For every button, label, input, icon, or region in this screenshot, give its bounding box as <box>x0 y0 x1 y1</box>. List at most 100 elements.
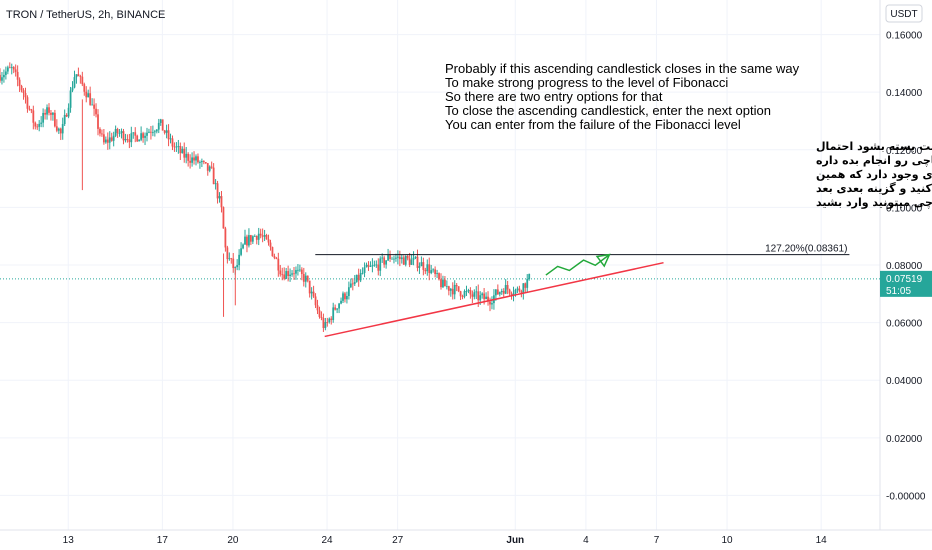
candle-body <box>310 291 313 294</box>
candle-body <box>400 257 403 260</box>
candle-body <box>436 273 438 275</box>
note-line-fa: اگر این کندل صعودی با همین حالت بسته بشو… <box>816 140 932 153</box>
note-line-en: To close the ascending candlestick, ente… <box>445 103 771 118</box>
candle-body <box>18 79 21 86</box>
candle-body <box>3 74 5 78</box>
candle-body <box>524 283 527 288</box>
candle-body <box>140 133 143 140</box>
candle-body <box>491 303 493 305</box>
candle-body <box>387 254 389 261</box>
candle-body <box>202 161 205 163</box>
candle-body <box>359 273 362 281</box>
candle-body <box>306 275 309 281</box>
candle-body <box>385 260 388 265</box>
candle-body <box>402 257 405 265</box>
candle-body <box>134 132 137 136</box>
note-line-fa: اینکه پیشروی قوی تا تراز فیبوناچی رو انج… <box>816 154 932 167</box>
fibonacci-level-label: 127.20%(0.08361) <box>765 244 847 255</box>
candle-body <box>363 267 366 273</box>
candle-body <box>451 288 454 295</box>
candle-body <box>16 71 19 80</box>
persian-annotation[interactable]: اگر این کندل صعودی با همین حالت بسته بشو… <box>816 140 932 209</box>
candle-body <box>283 274 286 279</box>
candle-body <box>138 139 141 142</box>
candle-body <box>36 126 39 128</box>
time-tick-label: 14 <box>816 535 828 546</box>
candle-body <box>165 130 168 133</box>
candle-body <box>379 258 382 271</box>
candle-body <box>457 286 460 292</box>
candle-body <box>73 77 76 88</box>
candle-body <box>365 264 368 268</box>
candle-body <box>118 133 121 134</box>
candle-body <box>24 92 27 98</box>
support-trendline[interactable] <box>324 261 664 338</box>
candle-body <box>440 279 442 288</box>
candle-body <box>465 291 468 292</box>
candle-body <box>55 126 58 131</box>
candle-body <box>263 235 266 237</box>
candle-body <box>120 131 123 134</box>
candle-body <box>293 273 295 275</box>
candle-body <box>240 248 242 255</box>
candle-body <box>404 256 407 265</box>
candle-body <box>426 264 429 272</box>
time-axis[interactable]: 13 17 20 24 27 Jun 4 7 10 14 <box>63 535 828 546</box>
candle-body <box>97 114 99 129</box>
candle-body <box>126 139 129 140</box>
candle-body <box>510 293 513 295</box>
candle-body <box>187 153 190 161</box>
candle-body <box>251 236 254 242</box>
price-tick-label: 0.16000 <box>886 31 923 42</box>
candle-body <box>79 76 82 77</box>
candle-body <box>110 137 113 141</box>
candle-body <box>167 130 170 140</box>
candle-body <box>324 322 327 329</box>
candle-body <box>85 91 88 98</box>
candle-body <box>467 290 470 292</box>
candle-body <box>375 264 378 266</box>
candle-body <box>177 146 180 147</box>
candle-body <box>42 112 45 123</box>
candle-body <box>302 273 305 282</box>
candle-body <box>494 289 497 296</box>
candle-body <box>199 162 201 163</box>
candle-body <box>248 235 250 246</box>
candle-body <box>269 242 272 248</box>
candle-body <box>255 235 258 240</box>
candle-body <box>410 259 413 265</box>
projection-path[interactable] <box>545 254 610 276</box>
candle-body <box>477 291 480 301</box>
candle-body <box>208 166 211 171</box>
candle-body <box>101 133 103 135</box>
candle-body <box>93 104 95 109</box>
candle-body <box>46 107 48 115</box>
last-price-value: 0.07519 <box>886 274 923 285</box>
candle-body <box>216 183 219 199</box>
candle-body <box>475 291 478 293</box>
english-annotation[interactable]: Probably if this ascending candlestick c… <box>445 61 800 132</box>
candle-body <box>369 266 372 268</box>
candle-body <box>357 274 360 281</box>
candle-body <box>87 93 90 98</box>
candle-body <box>420 262 423 267</box>
currency-badge[interactable] <box>885 4 923 23</box>
chart-title: TRON / TetherUS, 2h, BINANCE <box>6 9 165 21</box>
currency-badge-label: USDT <box>890 9 917 20</box>
candle-body <box>481 293 484 296</box>
candle-body <box>61 124 64 134</box>
candle-body <box>334 307 337 310</box>
candle-body <box>1 77 3 81</box>
candle-body <box>230 258 233 260</box>
candle-body <box>28 108 31 110</box>
candle-body <box>224 228 227 248</box>
price-tick-label: 0.10000 <box>886 203 923 214</box>
candle-body <box>418 266 421 268</box>
candle-body <box>342 293 344 301</box>
candle-body <box>300 269 303 274</box>
candle-body <box>424 269 427 272</box>
candle-body <box>53 112 56 127</box>
candle-body <box>32 110 35 123</box>
price-axis[interactable]: 0.16000 0.14000 0.12000 0.10000 0.08000 0.060… <box>886 31 926 503</box>
